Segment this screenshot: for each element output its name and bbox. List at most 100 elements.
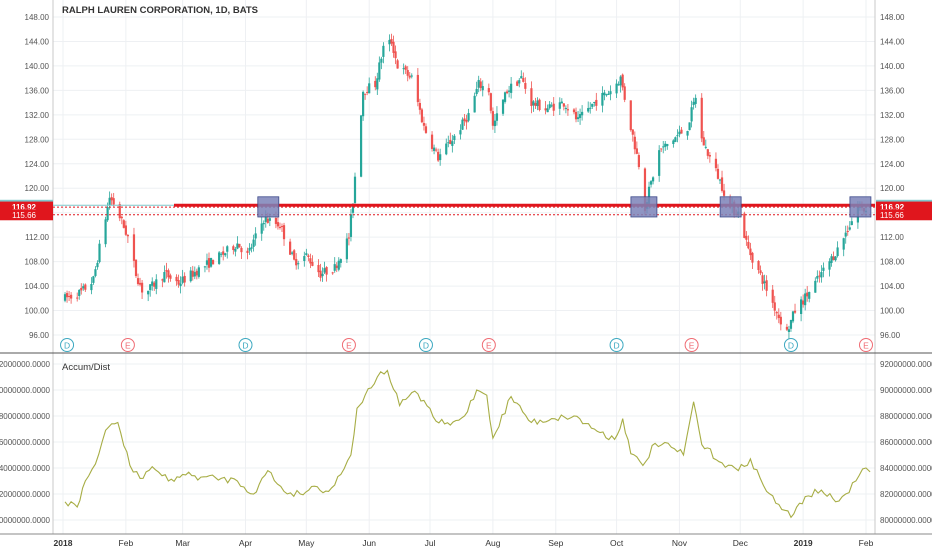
candle-body [751,252,754,263]
dividend-marker[interactable] [238,338,253,352]
earnings-marker[interactable] [120,338,135,352]
candle-body [802,300,805,305]
candle-body [203,266,207,268]
candle-body [804,293,807,306]
dividend-marker[interactable] [60,338,75,352]
candle-body [680,129,683,134]
candle-body [664,143,667,147]
candle-body [609,91,612,95]
earnings-marker[interactable] [341,338,356,352]
candle-body [479,81,482,89]
candle-body [378,62,381,80]
candle-body [505,91,509,94]
candle-body [262,222,265,225]
candle-body [181,276,184,283]
y-tick-label-left: 124.00 [25,160,50,169]
highlight-zone[interactable] [257,196,280,218]
dividend-marker[interactable] [609,338,624,352]
y-tick-label-left: 100.00 [25,307,50,316]
x-tick-label: Mar [175,538,190,548]
candle-body [451,141,454,146]
earnings-marker[interactable] [481,338,496,352]
candle-body [309,258,312,264]
candle-body [828,261,831,270]
candle-body [814,280,817,293]
highlight-zone[interactable] [719,196,742,218]
candle-body [274,217,278,224]
candle-body [364,93,367,95]
candle-body [410,75,413,77]
candle-body [136,278,140,285]
highlight-zone[interactable] [630,196,658,218]
candle-body [757,260,760,271]
earnings-marker[interactable] [859,338,873,352]
candle-body [195,270,198,276]
candle-body [124,225,127,235]
candle-body [714,158,718,169]
dividend-marker[interactable] [418,338,433,352]
candle-body [392,41,395,53]
candle-body [234,248,237,252]
candle-body [295,259,298,266]
accumdist-pane[interactable] [64,369,871,519]
y-tick-label-right: 112.00 [880,233,904,242]
candle-body [816,276,819,279]
candle-body [282,225,286,240]
x-tick-label: Apr [239,538,252,548]
ad-tick-label-left: 90000000.0000 [0,386,51,395]
candle-body [289,241,292,255]
candle-body [836,247,839,257]
candle-body [449,139,452,144]
candle-body [161,279,164,281]
candle-body [297,263,300,265]
ad-tick-label-right: 92000000.0000 [880,360,932,369]
candle-body [643,168,647,212]
price-label: 116.92 [880,203,905,212]
earnings-marker[interactable] [684,338,699,352]
candle-body [578,114,582,118]
candle-body [676,135,679,137]
candle-body [763,281,766,284]
candle-body [380,58,383,63]
candle-body [787,329,791,333]
candle-body [197,267,200,277]
candle-body [94,269,97,276]
price-label-box [0,201,53,213]
candle-body [108,197,111,206]
candle-body [572,109,576,113]
candle-body [193,272,196,277]
candle-body [250,247,253,249]
candle-body [722,190,726,196]
candle-body [743,213,746,238]
candle-body [601,92,604,106]
candle-body [278,226,282,228]
event-marker-label: D [242,341,248,351]
candle-body [218,252,221,264]
y-tick-label-left: 96.00 [29,331,50,340]
ad-tick-label-left: 84000000.0000 [0,464,51,473]
event-marker-label: D [423,341,429,351]
candle-body [617,84,620,86]
candle-body [463,118,466,121]
candle-body [305,253,308,256]
candle-body [151,281,154,286]
candle-body [80,287,83,291]
candle-body [345,238,348,260]
candle-body [702,137,705,146]
highlight-zone[interactable] [849,196,872,218]
candle-body [785,326,789,330]
candle-body [140,282,144,293]
candle-body [761,275,764,284]
candle-body [532,101,535,106]
candle-body [266,218,269,223]
x-tick-label: 2018 [54,538,73,548]
candle-body [524,82,527,89]
y-tick-label-right: 104.00 [880,282,905,291]
candle-body [708,154,711,157]
candle-body [465,119,468,123]
dividend-marker[interactable] [783,338,798,352]
x-tick-label: Sep [548,538,563,548]
candle-body [382,45,385,57]
